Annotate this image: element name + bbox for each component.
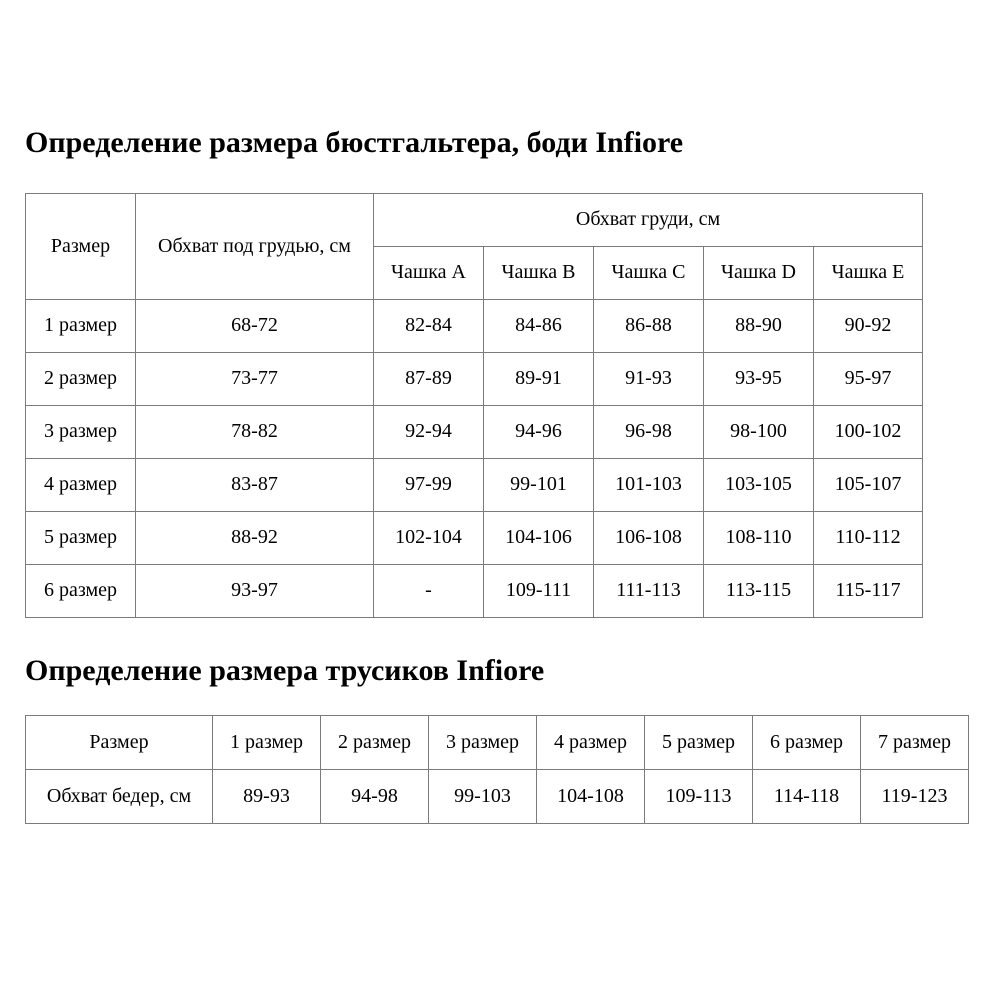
cup-value-cell: 86-88 [593,298,704,353]
cup-header-row: Чашка A Чашка B Чашка C Чашка D Чашка E [26,245,924,300]
cup-value-cell: 104-106 [483,510,594,565]
bra-size-table: Размер Обхват под грудью, см Обхват груд… [25,192,924,618]
bra-table-row: 2 размер 73-77 87-89 89-91 91-93 93-95 95-97 [25,351,924,406]
bra-table-body: 1 размер 68-72 82-84 84-86 86-88 88-90 90-92 2 … [25,298,924,618]
bust-group-header: Обхват груди, см [372,192,924,247]
cup-value-cell: 96-98 [593,404,704,459]
cup-value-cell: 92-94 [373,404,484,459]
panty-size-table: Размер 1 размер 2 размер 3 размер 4 размер 5… [25,715,969,824]
bra-size-title: Определение размера бюстгальтера, боди I… [25,126,684,159]
underbust-cell: 83-87 [135,457,374,512]
hips-value-cell: 104-108 [536,769,645,824]
cup-value-cell: 93-95 [703,351,814,406]
panty-size-header: 7 размер [860,715,969,770]
size-cell: 4 размер [25,457,136,512]
size-cell: 6 размер [25,563,136,618]
cup-column-header: Чашка B [483,245,594,300]
cup-value-cell: 110-112 [812,510,924,565]
hips-value-cell: 94-98 [320,769,429,824]
hips-value-cell: 109-113 [644,769,753,824]
size-column-header: Размер [25,715,213,770]
panty-header-row: Размер 1 размер 2 размер 3 размер 4 размер 5… [25,715,969,770]
size-cell: 3 размер [25,404,136,459]
bra-header-row-top: Размер Обхват под грудью, см Обхват груд… [25,192,924,300]
size-cell: 2 размер [25,351,136,406]
cup-value-cell: 82-84 [373,298,484,353]
bra-table-row: 3 размер 78-82 92-94 94-96 96-98 98-100 100-10… [25,404,924,459]
cup-value-cell: 113-115 [703,563,814,618]
panty-size-header: 4 размер [536,715,645,770]
hips-row-label: Обхват бедер, см [25,769,213,824]
cup-value-cell: 100-102 [812,404,924,459]
cup-column-header: Чашка C [593,245,704,300]
panty-values-row: Обхват бедер, см 89-93 94-98 99-103 104-108… [25,769,969,824]
bra-table-row: 1 размер 68-72 82-84 84-86 86-88 88-90 90-92 [25,298,924,353]
cup-value-cell: 84-86 [483,298,594,353]
hips-value-cell: 119-123 [860,769,969,824]
size-cell: 5 размер [25,510,136,565]
cup-value-cell: 108-110 [703,510,814,565]
underbust-cell: 78-82 [135,404,374,459]
cup-value-cell: 97-99 [373,457,484,512]
size-cell: 1 размер [25,298,136,353]
panty-size-header: 3 размер [428,715,537,770]
hips-value-cell: 99-103 [428,769,537,824]
cup-value-cell: 111-113 [593,563,704,618]
underbust-cell: 93-97 [135,563,374,618]
underbust-cell: 88-92 [135,510,374,565]
cup-value-cell: 95-97 [812,351,924,406]
underbust-cell: 73-77 [135,351,374,406]
cup-value-cell: 101-103 [593,457,704,512]
panty-size-header: 5 размер [644,715,753,770]
cup-value-cell: 106-108 [593,510,704,565]
panty-size-title: Определение размера трусиков Infiore [25,653,545,687]
cup-column-header: Чашка D [703,245,814,300]
size-column-header: Размер [25,192,136,300]
underbust-cell: 68-72 [135,298,374,353]
hips-value-cell: 114-118 [752,769,861,824]
cup-value-cell: 103-105 [703,457,814,512]
cup-value-cell: 94-96 [483,404,594,459]
cup-value-cell: 87-89 [373,351,484,406]
panty-size-header: 6 размер [752,715,861,770]
bra-table-row: 6 размер 93-97-109-111 111-113 113-115 115-1… [25,563,924,618]
cup-value-cell: 91-93 [593,351,704,406]
cup-value-cell: 88-90 [703,298,814,353]
cup-value-cell: 99-101 [483,457,594,512]
underbust-column-header: Обхват под грудью, см [135,192,374,300]
hips-value-cell: 89-93 [212,769,321,824]
cup-column-header: Чашка A [373,245,484,300]
cup-value-cell: 115-117 [812,563,924,618]
cup-column-header: Чашка E [812,245,924,300]
cup-value-cell: 98-100 [703,404,814,459]
panty-size-header: 2 размер [320,715,429,770]
cup-value-cell: 105-107 [812,457,924,512]
cup-value-cell: - [373,563,484,618]
content-area: Определение размера бюстгальтера, боди I… [25,126,969,824]
cup-value-cell: 89-91 [483,351,594,406]
bra-table-row: 5 размер 88-92 102-104 104-106 106-108 108-11… [25,510,924,565]
panty-size-header: 1 размер [212,715,321,770]
cup-value-cell: 102-104 [373,510,484,565]
cup-value-cell: 109-111 [483,563,594,618]
cup-value-cell: 90-92 [812,298,924,353]
bra-table-row: 4 размер 83-87 97-99 99-101 101-103 103-105 10… [25,457,924,512]
